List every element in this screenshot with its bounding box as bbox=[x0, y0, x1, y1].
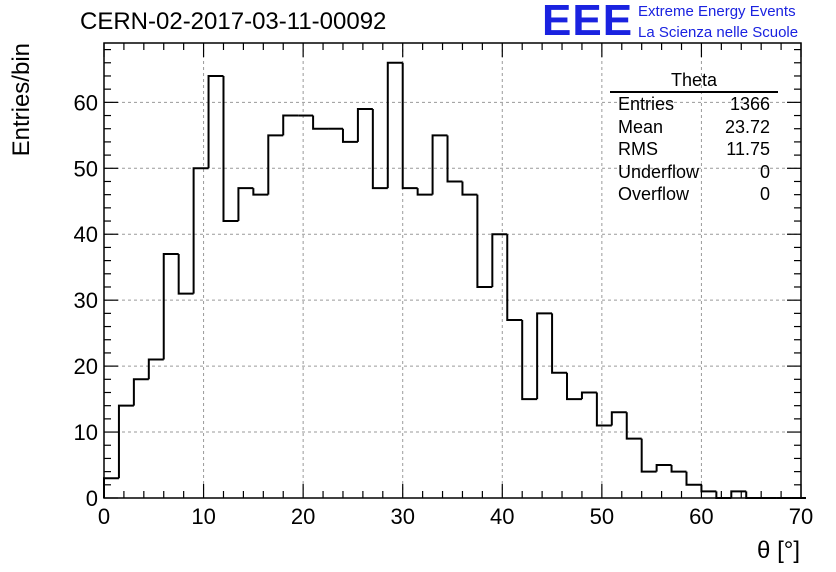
x-tick-label: 50 bbox=[590, 504, 614, 529]
histogram-bin bbox=[386, 61, 403, 189]
stats-row-entries: Entries 1366 bbox=[610, 93, 778, 116]
stats-value: 11.75 bbox=[726, 139, 770, 159]
x-tick-label: 0 bbox=[98, 504, 110, 529]
histogram-bin bbox=[685, 471, 702, 486]
y-tick-label: 50 bbox=[74, 156, 98, 181]
histogram-bin bbox=[446, 135, 463, 183]
stats-value: 0 bbox=[759, 161, 770, 182]
histogram-bin bbox=[580, 391, 597, 400]
histogram-bin bbox=[282, 114, 299, 136]
histogram-bin bbox=[356, 107, 373, 142]
stats-label: RMS bbox=[618, 139, 658, 159]
histogram-bin bbox=[521, 319, 538, 401]
histogram-bin bbox=[252, 188, 269, 196]
stats-row-rms: RMS 11.75 bbox=[610, 138, 778, 161]
histogram-bin bbox=[267, 134, 284, 195]
stats-value: 23.72 bbox=[724, 116, 770, 137]
histogram-bin bbox=[401, 62, 418, 190]
histogram-bin bbox=[192, 167, 209, 294]
histogram-bin bbox=[491, 233, 508, 287]
histogram-bin bbox=[730, 490, 747, 498]
grid-lines bbox=[104, 43, 801, 498]
histogram-bin bbox=[551, 313, 568, 374]
stats-row-underflow: Underflow 0 bbox=[610, 161, 778, 184]
histogram-bin bbox=[461, 181, 478, 196]
x-axis-label: θ [°] bbox=[757, 537, 800, 564]
histogram-bin bbox=[670, 465, 687, 473]
stats-label: Underflow bbox=[618, 161, 700, 182]
histogram-bars bbox=[103, 61, 806, 499]
histogram-bin bbox=[745, 491, 762, 499]
histogram-bin bbox=[103, 477, 119, 498]
logo-line-la-scienza: La Scienza nelle Scuole bbox=[638, 24, 799, 41]
histogram-bin bbox=[416, 188, 433, 196]
stats-title: Theta bbox=[610, 70, 778, 93]
x-tick-label: 10 bbox=[191, 504, 215, 529]
x-tick-labels: 0 10 20 30 40 50 60 70 bbox=[98, 504, 813, 529]
stats-box: Theta Entries 1366 Mean 23.72 RMS 11.75 … bbox=[610, 70, 778, 206]
histogram-bin bbox=[431, 134, 448, 195]
histogram-bin bbox=[610, 411, 627, 426]
histogram-bin bbox=[715, 491, 732, 499]
stats-row-overflow: Overflow 0 bbox=[610, 183, 778, 206]
histogram-bin bbox=[177, 254, 194, 295]
histogram-bin bbox=[312, 115, 329, 130]
histogram-bin bbox=[536, 312, 553, 400]
y-tick-label: 30 bbox=[74, 288, 98, 313]
y-tick-labels: 0 10 20 30 40 50 60 bbox=[74, 90, 98, 511]
histogram-bin bbox=[655, 464, 672, 472]
y-tick-label: 40 bbox=[74, 222, 98, 247]
histogram-bin bbox=[566, 372, 582, 401]
histogram-bin bbox=[625, 412, 642, 440]
histogram-bin bbox=[237, 187, 254, 222]
histogram-bin bbox=[506, 234, 523, 321]
logo-line-extreme-energy-events: Extreme Energy Events bbox=[638, 3, 796, 20]
x-tick-label: 70 bbox=[789, 504, 813, 529]
stats-label: Entries bbox=[618, 94, 675, 114]
histogram-bin bbox=[371, 108, 388, 190]
y-tick-label: 10 bbox=[74, 420, 98, 445]
eee-logo-mark: EEE bbox=[542, 0, 634, 45]
eee-logo: EEE Extreme Energy Events La Scienza nel… bbox=[540, 0, 836, 48]
stats-label: Mean bbox=[618, 116, 664, 137]
x-tick-label: 60 bbox=[689, 504, 713, 529]
y-tick-label: 20 bbox=[74, 354, 98, 379]
stats-row-mean: Mean 23.72 bbox=[610, 116, 778, 139]
histogram-bin bbox=[117, 404, 134, 479]
run-title: CERN-02-2017-03-11-00092 bbox=[80, 8, 387, 35]
histogram-bin bbox=[640, 438, 657, 473]
x-tick-label: 30 bbox=[390, 504, 414, 529]
histogram-bin bbox=[476, 194, 493, 288]
histogram-bin bbox=[222, 75, 239, 223]
histogram-bin bbox=[207, 74, 224, 169]
histogram-bin bbox=[341, 128, 358, 143]
stats-label: Overflow bbox=[618, 184, 690, 204]
histogram-bin bbox=[700, 484, 717, 493]
stats-value: 1366 bbox=[729, 94, 770, 114]
y-tick-label: 60 bbox=[74, 90, 98, 115]
axis-ticks bbox=[103, 43, 802, 499]
histogram-bin bbox=[162, 253, 179, 360]
x-tick-label: 40 bbox=[490, 504, 514, 529]
y-axis-label: Entries/bin bbox=[8, 43, 35, 156]
x-tick-label: 20 bbox=[291, 504, 315, 529]
histogram-bin bbox=[132, 378, 149, 406]
plot-frame bbox=[103, 42, 802, 499]
histogram-bin bbox=[595, 392, 612, 427]
y-tick-label: 0 bbox=[86, 486, 98, 511]
stats-value: 0 bbox=[759, 184, 770, 204]
histogram-bin bbox=[147, 358, 164, 380]
